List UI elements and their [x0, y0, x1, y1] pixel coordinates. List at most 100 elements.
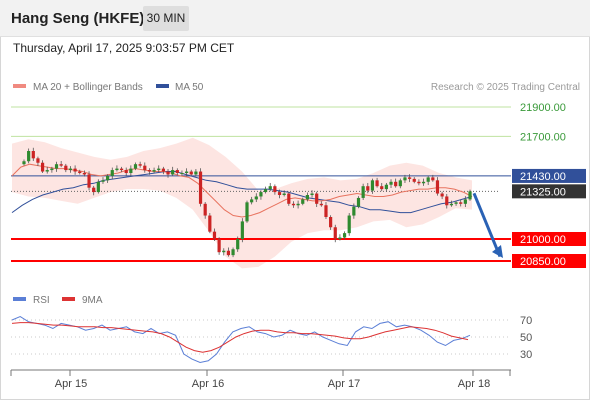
candle	[449, 200, 454, 207]
level-label-1: 21700.00	[520, 131, 566, 143]
candle-body	[40, 162, 45, 172]
candle-body	[440, 193, 444, 197]
candle-body	[361, 186, 365, 198]
candle	[384, 182, 388, 192]
candle-body	[161, 168, 165, 172]
candle-body	[380, 186, 384, 190]
candle-body	[73, 168, 77, 172]
candle	[263, 186, 268, 194]
candle-body	[319, 203, 323, 206]
candle	[110, 167, 114, 180]
candle-body	[389, 181, 393, 185]
legend-label-rsi: RSI	[33, 295, 50, 306]
candle	[240, 218, 244, 243]
candle-body	[222, 250, 226, 253]
candle	[254, 193, 258, 203]
rsi-line	[11, 316, 471, 364]
candle	[59, 160, 63, 168]
candle-body	[101, 180, 105, 182]
candle	[268, 182, 272, 192]
candle	[463, 196, 467, 208]
candle-body	[217, 239, 221, 253]
candle	[226, 247, 231, 257]
rsi-9ma-line	[11, 322, 469, 353]
candle	[356, 196, 361, 209]
candle-body	[96, 181, 100, 193]
candle	[217, 237, 221, 255]
header-bar: Hang Seng (HKFE) 30 MIN	[0, 0, 590, 37]
candle-body	[310, 193, 314, 195]
candle-body	[342, 233, 347, 238]
candle	[431, 174, 435, 182]
candle	[143, 162, 147, 173]
candle-body	[431, 177, 435, 181]
candle-body	[240, 221, 244, 239]
candle-body	[185, 171, 189, 173]
candle-body	[277, 192, 282, 195]
candle-body	[50, 168, 54, 171]
candle-body	[259, 192, 263, 197]
candle	[87, 171, 91, 191]
candle-body	[287, 193, 291, 204]
candle-body	[412, 178, 416, 182]
timestamp: Thursday, April 17, 2025 9:03:57 PM CET	[13, 41, 235, 55]
candle	[147, 168, 152, 175]
candle	[375, 177, 379, 188]
candle	[319, 201, 323, 207]
level-tag-5	[512, 254, 586, 268]
candle-body	[273, 186, 277, 193]
legend-label-ma20: MA 20 + Bollinger Bands	[33, 82, 143, 93]
candle-body	[22, 161, 26, 165]
candle	[245, 200, 249, 223]
candle	[161, 166, 165, 175]
level-tag-2	[512, 168, 586, 183]
rsi-tick-label-30: 30	[520, 349, 532, 361]
candle-body	[92, 187, 96, 193]
rsi-tick-label-50: 50	[520, 332, 532, 344]
candle	[64, 163, 68, 173]
candle	[133, 162, 138, 171]
timeframe-button[interactable]: 30 MIN	[143, 6, 189, 31]
candle	[394, 178, 398, 188]
candle-body	[171, 170, 175, 175]
candle	[324, 202, 328, 220]
candle-body	[194, 171, 198, 175]
level-label-5: 20850.00	[520, 256, 566, 268]
candle-body	[82, 173, 86, 175]
candle	[282, 190, 286, 197]
candle-body	[245, 202, 249, 222]
candle	[31, 147, 35, 161]
candle-body	[119, 168, 124, 171]
candle	[347, 213, 351, 236]
candle-body	[263, 189, 268, 193]
level-label-4: 21000.00	[520, 234, 566, 246]
candle-body	[370, 180, 375, 191]
candle-body	[421, 181, 426, 184]
candle	[194, 169, 198, 177]
candle	[222, 248, 226, 256]
candle	[27, 148, 31, 164]
candle-body	[426, 177, 430, 182]
candle-body	[338, 237, 342, 239]
candle-body	[282, 193, 286, 195]
candle	[152, 167, 156, 173]
rsi-tick-label-70: 70	[520, 315, 532, 327]
candle	[329, 215, 333, 230]
level-label-3: 21325.00	[520, 186, 566, 198]
candle	[352, 203, 356, 219]
level-label-2: 21430.00	[520, 171, 566, 183]
forecast-arrow-shaft	[472, 192, 502, 258]
candle	[370, 178, 375, 194]
candle	[398, 178, 402, 189]
candle	[189, 169, 193, 176]
bollinger-band-area	[12, 137, 472, 269]
candle	[138, 161, 142, 168]
candle	[408, 174, 412, 183]
candle	[40, 160, 45, 173]
candle-body	[329, 217, 333, 228]
candle	[440, 191, 444, 200]
candle	[333, 224, 337, 243]
level-tag-4	[512, 232, 586, 246]
candle-body	[394, 181, 398, 187]
candle	[106, 174, 110, 183]
